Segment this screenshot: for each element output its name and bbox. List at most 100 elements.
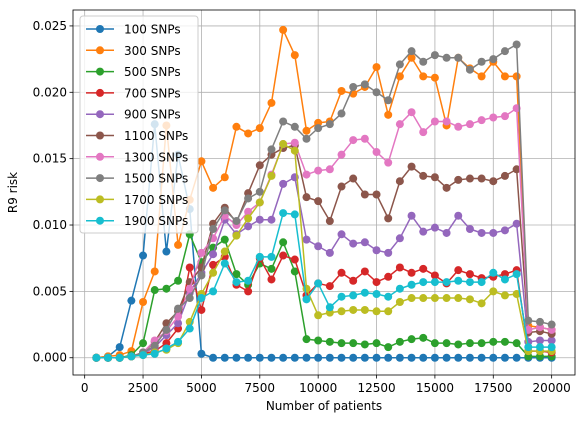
data-point [384, 343, 393, 352]
x-tick-label: 2500 [128, 381, 159, 395]
data-point [454, 266, 463, 275]
y-tick-label: 0.025 [33, 19, 67, 33]
data-point [430, 353, 439, 362]
data-point [337, 268, 346, 277]
data-point [360, 134, 369, 143]
x-tick-label: 7500 [245, 381, 276, 395]
data-point [395, 72, 404, 81]
data-point [395, 234, 404, 243]
data-point [139, 339, 148, 348]
series-line [96, 233, 552, 359]
data-point [185, 324, 194, 333]
legend: 100 SNPs 300 SNPs 500 SNPs 700 SNPs 900 SNPs… [79, 15, 199, 234]
data-point [395, 337, 404, 346]
data-point [232, 278, 241, 287]
data-point [395, 263, 404, 272]
data-point [465, 65, 474, 74]
data-point [454, 211, 463, 220]
data-point [290, 122, 299, 131]
data-point [314, 166, 323, 175]
data-point [302, 193, 311, 202]
data-point [139, 351, 148, 360]
data-point [290, 138, 299, 147]
legend-item: 700 SNPs [86, 86, 181, 100]
data-point [547, 336, 556, 345]
series-line [96, 212, 552, 359]
data-point [500, 275, 509, 284]
legend-label: 700 SNPs [124, 86, 181, 100]
data-point [360, 80, 369, 89]
data-point [477, 353, 486, 362]
data-point [512, 72, 521, 81]
data-point [220, 173, 229, 182]
data-point [500, 171, 509, 180]
y-tick-label: 0.000 [33, 351, 67, 365]
data-point [244, 353, 253, 362]
data-point [454, 175, 463, 184]
data-point [349, 136, 358, 145]
legend-item: 1900 SNPs [86, 214, 188, 228]
data-point [185, 284, 194, 293]
data-point [244, 129, 253, 138]
data-point [477, 278, 486, 287]
x-tick-label: 5000 [186, 381, 217, 395]
data-point [384, 272, 393, 281]
data-point [290, 255, 299, 264]
data-point [372, 278, 381, 287]
data-point [384, 96, 393, 105]
legend-marker [96, 131, 104, 140]
data-point [512, 165, 521, 174]
data-point [349, 305, 358, 314]
data-point [430, 294, 439, 303]
data-point [384, 110, 393, 119]
data-point [314, 197, 323, 206]
legend-item: 1700 SNPs [86, 193, 188, 207]
data-point [407, 335, 416, 344]
data-point [337, 86, 346, 95]
data-point [395, 177, 404, 186]
legend-marker [96, 25, 104, 33]
x-tick-label: 10000 [299, 381, 337, 395]
data-point [150, 286, 159, 295]
data-point [384, 158, 393, 167]
data-point [395, 298, 404, 306]
legend-marker [96, 195, 104, 204]
data-point [430, 51, 439, 60]
data-point [325, 337, 334, 346]
data-point [209, 287, 218, 296]
data-point [267, 171, 276, 180]
data-point [337, 307, 346, 316]
data-point [419, 353, 428, 362]
data-point [489, 287, 498, 296]
data-point [232, 270, 241, 279]
series-line [96, 144, 552, 359]
data-point [232, 122, 241, 131]
legend-label: 300 SNPs [124, 44, 181, 58]
data-point [419, 171, 428, 180]
legend-label: 1300 SNPs [124, 150, 188, 164]
data-point [279, 25, 288, 34]
data-point [442, 117, 451, 126]
y-tick-label: 0.005 [33, 284, 67, 298]
data-point [209, 183, 218, 192]
data-point [489, 228, 498, 237]
data-point [302, 170, 311, 179]
data-point [209, 225, 218, 233]
data-point [302, 235, 311, 244]
data-point [419, 278, 428, 287]
series-line [96, 143, 552, 359]
data-point [442, 183, 451, 192]
data-point [419, 72, 428, 81]
data-point [535, 317, 544, 326]
data-point [232, 231, 241, 240]
data-point [442, 278, 451, 287]
legend-item: 1100 SNPs [86, 129, 188, 143]
data-point [244, 194, 253, 203]
data-point [454, 53, 463, 62]
data-point [489, 177, 498, 186]
data-point [290, 267, 299, 276]
data-point [384, 307, 393, 316]
data-point [430, 223, 439, 232]
legend-marker [96, 88, 104, 97]
data-point [454, 122, 463, 131]
